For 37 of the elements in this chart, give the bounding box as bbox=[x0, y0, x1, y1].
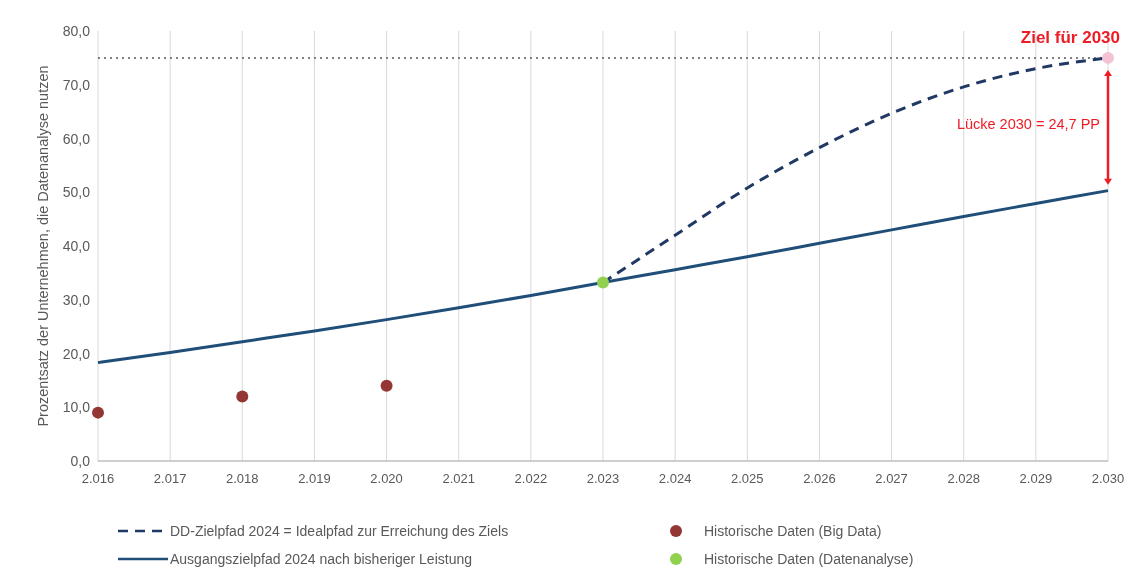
legend-label: DD-Zielpfad 2024 = Idealpfad zur Erreichung des Ziels bbox=[170, 523, 509, 539]
y-tick-label: 10,0 bbox=[62, 399, 91, 416]
point bbox=[380, 379, 393, 392]
point bbox=[236, 390, 249, 403]
x-tick-label: 2.024 bbox=[658, 471, 692, 486]
legend-label: Ausgangszielpfad 2024 nach bisheriger Leistung bbox=[170, 551, 472, 567]
x-tick-label: 2.027 bbox=[875, 471, 908, 486]
annotation: Ziel für 2030 bbox=[1020, 27, 1120, 47]
x-tick-label: 2.026 bbox=[803, 471, 836, 486]
x-tick-label: 2.017 bbox=[153, 471, 187, 486]
x-tick-label: 2.021 bbox=[442, 471, 475, 486]
y-tick-label: 30,0 bbox=[62, 291, 91, 308]
legend-label: Historische Daten (Big Data) bbox=[704, 523, 882, 539]
y-tick-label: 80,0 bbox=[62, 23, 91, 39]
point bbox=[597, 276, 609, 289]
x-tick-label: 2.016 bbox=[81, 471, 115, 486]
x-tick-label: 2.028 bbox=[947, 471, 980, 486]
y-tick-label: 60,0 bbox=[62, 130, 91, 147]
x-tick-label: 2.025 bbox=[731, 471, 764, 486]
point bbox=[1102, 51, 1114, 64]
y-tick-label: 50,0 bbox=[62, 184, 91, 201]
x-tick-label: 2.023 bbox=[586, 471, 620, 486]
x-tick-label: 2.029 bbox=[1019, 471, 1053, 486]
annotation: Lücke 2030 = 24,7 PP bbox=[956, 116, 1100, 133]
legend-label: Historische Daten (Datenanalyse) bbox=[704, 551, 914, 567]
x-tick-label: 2.019 bbox=[298, 471, 331, 486]
y-axis-title: Prozentsatz der Unternehmen, die Datenanalyse nutzen bbox=[35, 65, 51, 427]
x-tick-label: 2.018 bbox=[226, 471, 259, 486]
y-tick-label: 20,0 bbox=[62, 345, 91, 362]
x-tick-label: 2.030 bbox=[1091, 471, 1125, 486]
y-tick-label: 40,0 bbox=[62, 238, 91, 254]
line-series bbox=[96, 189, 1110, 365]
y-tick-label: 70,0 bbox=[62, 76, 91, 93]
y-tick-label: 0,0 bbox=[70, 453, 91, 469]
x-tick-label: 2.022 bbox=[514, 471, 548, 486]
x-tick-label: 2.020 bbox=[370, 471, 403, 486]
point bbox=[92, 406, 104, 419]
